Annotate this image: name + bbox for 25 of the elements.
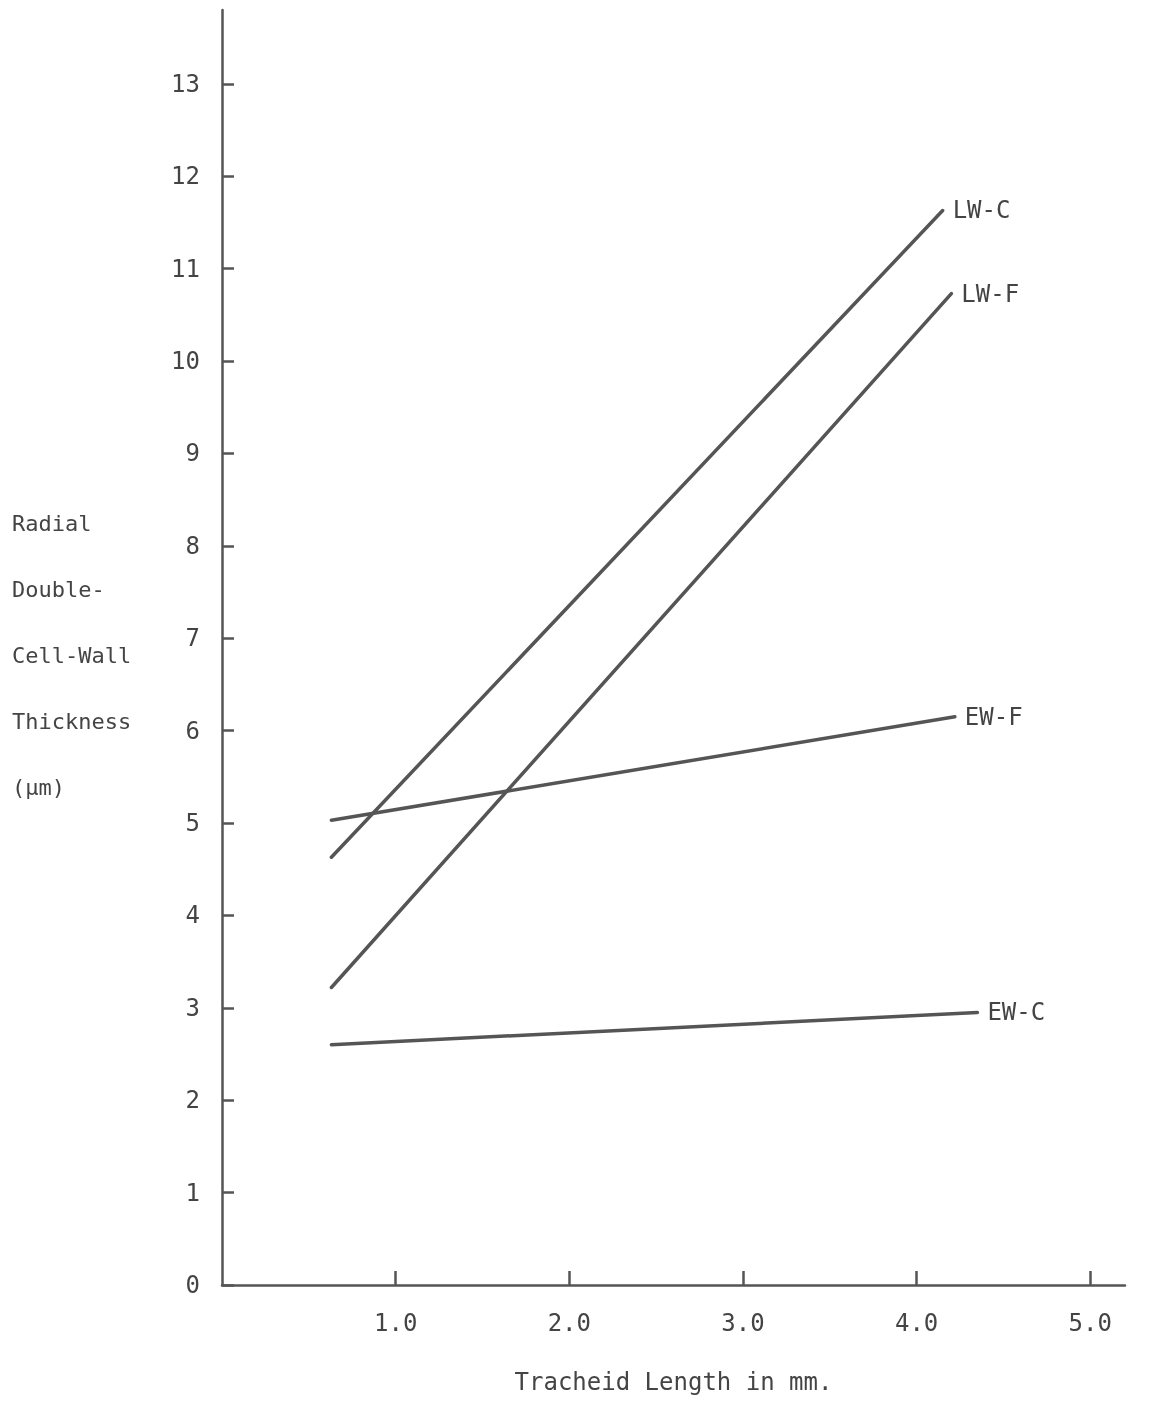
y-tick-label: 11 bbox=[171, 254, 200, 283]
y-tick-label: 8 bbox=[185, 531, 200, 560]
x-tick-label: 4.0 bbox=[894, 1309, 939, 1337]
y-tick-label: 13 bbox=[171, 69, 200, 98]
y-tick-label: 12 bbox=[171, 162, 200, 191]
y-tick-label: 2 bbox=[185, 1086, 200, 1115]
text: Radial Double-Cell-Wall Thickness (µm) bbox=[12, 510, 132, 800]
y-tick-label: 7 bbox=[185, 624, 200, 653]
y-tick-label: 10 bbox=[171, 347, 200, 376]
y-tick-label: 4 bbox=[185, 901, 200, 930]
series-label: EW-F bbox=[964, 702, 1023, 731]
series-label: LW-F bbox=[961, 279, 1020, 308]
y-tick-label: 0 bbox=[185, 1271, 200, 1299]
y-tick-label: 6 bbox=[185, 716, 200, 745]
y-tick-label: 1 bbox=[185, 1178, 200, 1207]
y-tick-label: 3 bbox=[185, 993, 200, 1022]
x-tick-label: 5.0 bbox=[1068, 1309, 1112, 1337]
y-tick-label: 5 bbox=[185, 809, 200, 838]
x-axis-title: Tracheid Length in mm. bbox=[514, 1368, 833, 1396]
x-tick-label: 2.0 bbox=[547, 1309, 591, 1337]
series-label: LW-C bbox=[952, 196, 1011, 225]
y-tick-label: 9 bbox=[185, 439, 200, 468]
x-tick-label: 3.0 bbox=[721, 1309, 765, 1337]
series-label: EW-C bbox=[987, 998, 1046, 1027]
x-tick-label: 1.0 bbox=[373, 1309, 418, 1337]
